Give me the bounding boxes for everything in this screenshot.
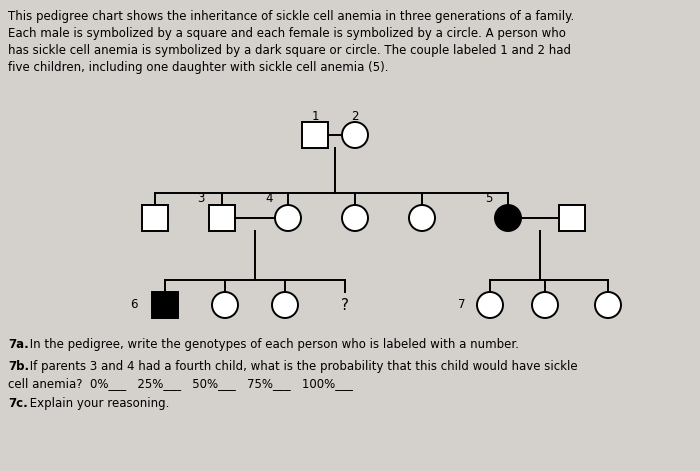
Text: Each male is symbolized by a square and each female is symbolized by a circle. A: Each male is symbolized by a square and …	[8, 27, 566, 40]
Text: 1: 1	[312, 109, 318, 122]
Circle shape	[275, 205, 301, 231]
Bar	[152, 292, 178, 318]
Circle shape	[212, 292, 238, 318]
Text: In the pedigree, write the genotypes of each person who is labeled with a number: In the pedigree, write the genotypes of …	[26, 338, 519, 351]
Circle shape	[532, 292, 558, 318]
Circle shape	[495, 205, 521, 231]
Text: has sickle cell anemia is symbolized by a dark square or circle. The couple labe: has sickle cell anemia is symbolized by …	[8, 44, 571, 57]
Bar	[209, 205, 235, 231]
Text: 7c.: 7c.	[8, 397, 28, 410]
Text: 5: 5	[486, 192, 493, 205]
Circle shape	[595, 292, 621, 318]
Circle shape	[342, 122, 368, 148]
Text: 7: 7	[458, 299, 466, 311]
Circle shape	[477, 292, 503, 318]
Bar	[142, 205, 168, 231]
Text: 6: 6	[130, 299, 138, 311]
Text: ?: ?	[341, 298, 349, 312]
Text: Explain your reasoning.: Explain your reasoning.	[26, 397, 169, 410]
Bar	[302, 122, 328, 148]
Text: 7b.: 7b.	[8, 360, 29, 373]
Text: cell anemia?  0%___   25%___   50%___   75%___   100%___: cell anemia? 0%___ 25%___ 50%___ 75%___ …	[8, 377, 353, 390]
Circle shape	[409, 205, 435, 231]
Text: If parents 3 and 4 had a fourth child, what is the probability that this child w: If parents 3 and 4 had a fourth child, w…	[26, 360, 577, 373]
Circle shape	[342, 205, 368, 231]
Text: 2: 2	[351, 109, 358, 122]
Bar	[559, 205, 585, 231]
Text: 4: 4	[265, 192, 273, 205]
Text: 7a.: 7a.	[8, 338, 29, 351]
Text: This pedigree chart shows the inheritance of sickle cell anemia in three generat: This pedigree chart shows the inheritanc…	[8, 10, 574, 23]
Circle shape	[272, 292, 298, 318]
Text: 3: 3	[197, 192, 205, 205]
Text: five children, including one daughter with sickle cell anemia (5).: five children, including one daughter wi…	[8, 61, 388, 74]
